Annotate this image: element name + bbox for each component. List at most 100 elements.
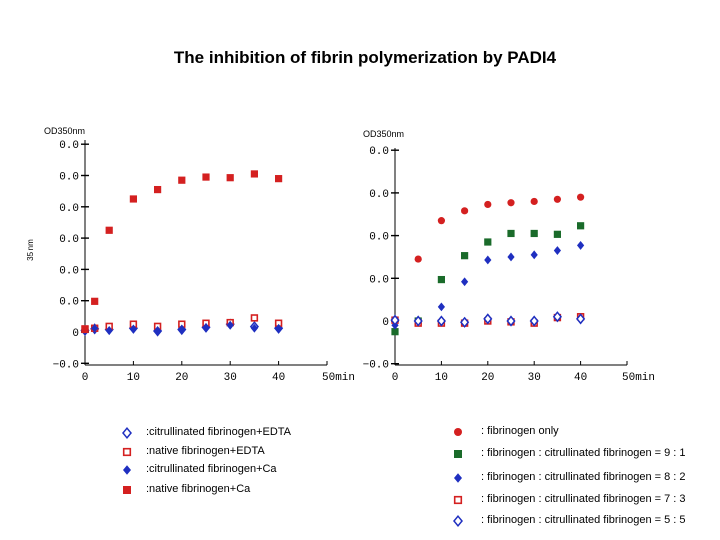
panel1-y-tick-label: 0.0 xyxy=(59,265,79,277)
panel2-y-axis-label: OD350nm xyxy=(363,129,404,139)
panel2-series2-point xyxy=(553,230,561,238)
legend-marker-2-3 xyxy=(454,473,462,483)
panel2-series1-point xyxy=(484,200,492,209)
legend-label-1-1: :citrullinated fibrinogen+EDTA xyxy=(146,426,292,438)
legend-label-2-3: : fibrinogen : citrullinated fibrinogen … xyxy=(481,471,686,483)
legend-marker-1-4 xyxy=(123,486,131,494)
panel2-y-tick-label: 0.0 xyxy=(369,146,389,158)
panel1-y-tick-label: −0.0 xyxy=(53,359,79,371)
panel2-x-tick-label: 20 xyxy=(481,372,494,384)
panel1-x-tick-label: 10 xyxy=(127,372,140,384)
chart-title: The inhibition of fibrin polymerization … xyxy=(173,48,557,67)
panel1-series4-point xyxy=(81,325,89,334)
legend-marker-2-4 xyxy=(453,495,463,505)
panel1-series4-point xyxy=(250,170,258,178)
panel2-series3-point xyxy=(530,250,538,260)
panel1-series2-point xyxy=(250,314,259,322)
legend-marker-1-2 xyxy=(122,447,132,457)
panel1-series3-point xyxy=(129,324,137,334)
panel1-series3-point xyxy=(275,323,283,333)
panel2-series5-point xyxy=(390,314,400,326)
panel1-x-tick-label: 40 xyxy=(272,372,285,384)
panel2-series1-point xyxy=(577,193,585,201)
panel2-x-tick-label: 0 xyxy=(392,372,399,384)
panel1-series4-point xyxy=(129,195,137,203)
panel1-y-tick-label: 0.0 xyxy=(59,297,79,309)
panel2-series1-point xyxy=(530,197,538,206)
panel1-x-tick-label: 20 xyxy=(175,372,188,384)
panel1-series4-point xyxy=(202,173,210,181)
legend-label-2-1: : fibrinogen only xyxy=(481,425,559,437)
panel2-y-tick-label: 0.0 xyxy=(369,232,389,244)
panel2-x-tick-label: 10 xyxy=(435,372,448,384)
panel2-series1-point xyxy=(437,217,445,225)
panel1-series4-point xyxy=(226,174,234,182)
panel1-x-tick-label: 30 xyxy=(224,372,237,384)
legend-marker-2-5 xyxy=(453,515,463,527)
panel2-series2-point xyxy=(391,328,399,336)
panel2-series5-point xyxy=(576,313,586,325)
panel2-series3-point xyxy=(484,255,492,265)
panel1-series3-point xyxy=(178,324,186,334)
panel1-y-axis-label: OD350nm xyxy=(44,126,85,136)
panel2-series3-point xyxy=(507,252,515,262)
legend-label-2-4: : fibrinogen : citrullinated fibrinogen … xyxy=(481,493,686,505)
panel2-y-tick-label: 0.0 xyxy=(369,274,389,286)
panel1-series3-point xyxy=(91,323,99,333)
panel1-x-tick-label: 0 xyxy=(82,372,89,384)
panel1-side-label: 35 nm xyxy=(26,239,35,261)
panel1-y-tick-label: 0.0 xyxy=(59,234,79,246)
panel2-series2-point xyxy=(530,229,538,238)
panel1-series3-point xyxy=(202,322,210,332)
panel2-series5-point xyxy=(436,315,446,327)
panel2-x-tick-label: 50min xyxy=(622,372,655,384)
panel2-series1-point xyxy=(414,255,422,263)
panel2-series1-point xyxy=(507,199,515,207)
panel1-series4-point xyxy=(154,185,162,194)
panel2-series5-point xyxy=(529,315,539,327)
legend-label-1-3: :citrullinated fibrinogen+Ca xyxy=(146,463,277,475)
panel2-series2-point xyxy=(484,238,492,246)
panel2-series2-point xyxy=(461,252,469,260)
panel1-series3-point xyxy=(154,326,162,335)
panel2-series3-point xyxy=(461,277,469,287)
panel1-series4-point xyxy=(105,226,113,234)
panel2-series1-point xyxy=(553,195,562,203)
panel2-series5-point xyxy=(483,313,493,325)
panel2-series5-point xyxy=(506,315,516,327)
panel1-y-tick-label: 0.0 xyxy=(59,172,79,184)
panel2-series5-point xyxy=(413,315,423,327)
legend-marker-2-2 xyxy=(454,450,462,458)
legend-label-1-4: :native fibrinogen+Ca xyxy=(146,483,251,495)
panel2-series3-point xyxy=(577,241,585,250)
panel2-series2-point xyxy=(507,229,515,238)
legend-label-2-5: : fibrinogen : citrullinated fibrinogen … xyxy=(481,514,686,526)
panel1-series4-point xyxy=(275,175,283,183)
panel2-y-tick-label: −0.0 xyxy=(363,360,389,372)
legend-marker-1-3 xyxy=(123,465,131,475)
panel2-series3-point xyxy=(553,246,561,255)
panel2-series1-point xyxy=(461,207,469,215)
panel1-series4-point xyxy=(91,297,99,305)
panel1-series3-point xyxy=(250,323,258,333)
legend-label-2-2: : fibrinogen : citrullinated fibrinogen … xyxy=(481,447,686,459)
panel1-series4-point xyxy=(178,176,186,184)
panel1-series3-point xyxy=(105,326,113,335)
panel2-y-tick-label: 0.0 xyxy=(369,189,389,201)
panel1-y-tick-label: 0.0 xyxy=(59,140,79,152)
legend-marker-2-1 xyxy=(454,428,462,436)
panel2-y-tick-label: 0 xyxy=(382,317,389,329)
panel2-series5-point xyxy=(552,311,562,323)
panel2-x-tick-label: 40 xyxy=(574,372,587,384)
panel2-series5-point xyxy=(460,316,470,328)
panel1-series3-point xyxy=(226,320,234,330)
legend-label-1-2: :native fibrinogen+EDTA xyxy=(146,445,265,457)
panel1-x-tick-label: 50min xyxy=(322,372,355,384)
legend-marker-1-1 xyxy=(122,427,132,439)
panel2-series2-point xyxy=(577,222,585,230)
panel2-series2-point xyxy=(437,275,445,284)
panel2-x-tick-label: 30 xyxy=(528,372,541,384)
panel1-y-tick-label: 0.0 xyxy=(59,203,79,215)
panel1-y-tick-label: 0 xyxy=(72,328,79,340)
